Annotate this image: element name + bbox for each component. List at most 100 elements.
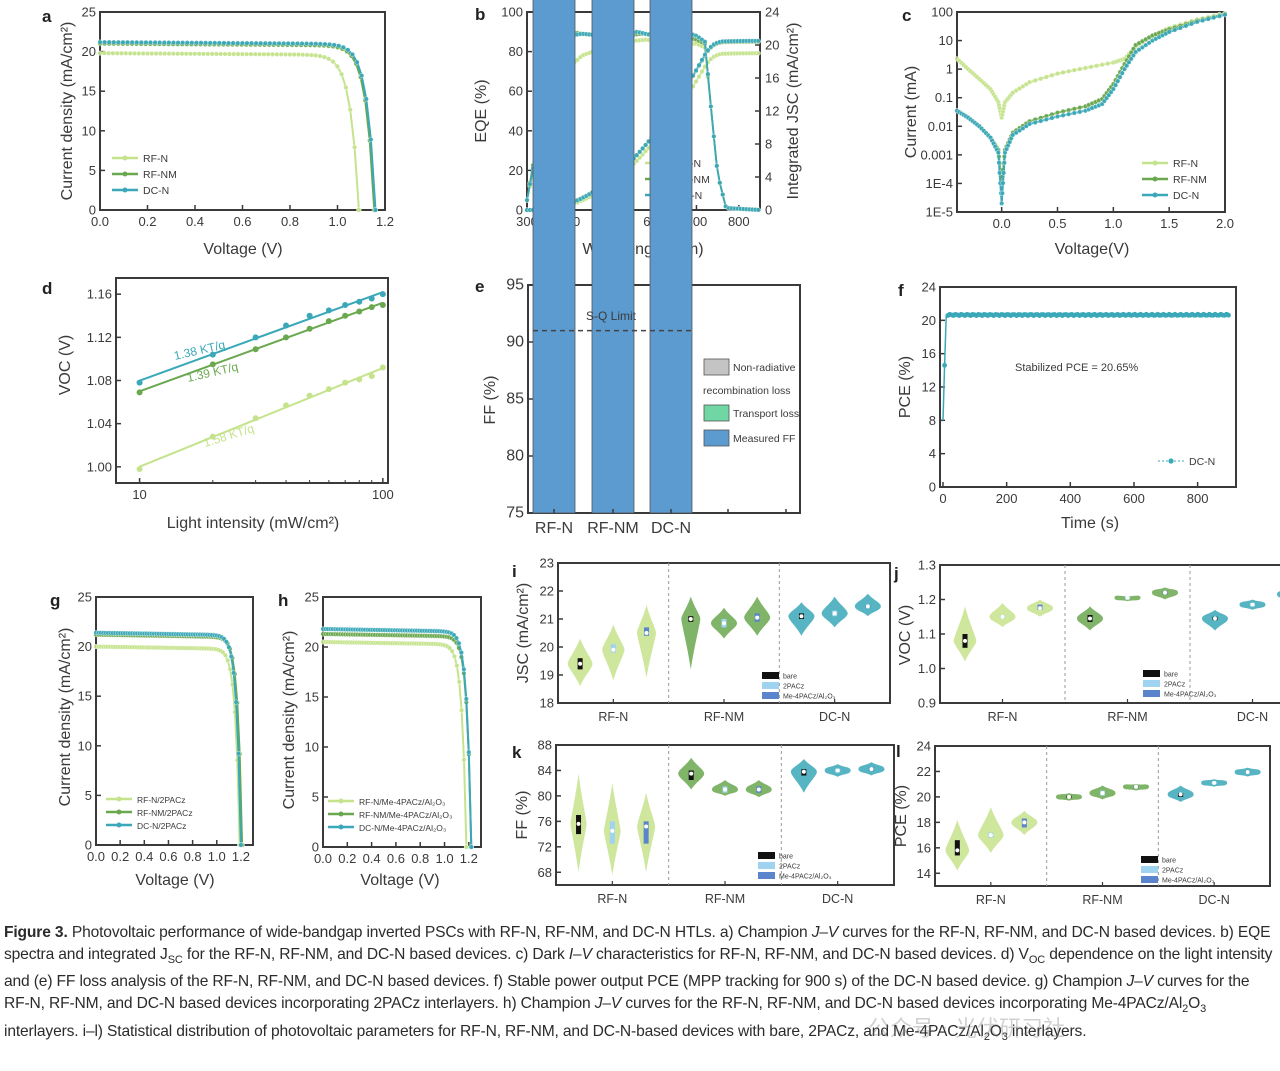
jv-point (228, 653, 234, 659)
violin-median (722, 621, 726, 626)
y-tick-label: 76 (538, 814, 552, 829)
y-tick-label: 15 (78, 689, 92, 704)
jv-point (125, 39, 131, 45)
legend-swatch (703, 358, 730, 376)
jv-point (231, 51, 237, 57)
dark-iv-point (1128, 56, 1134, 62)
jsc-point (634, 152, 640, 158)
jv-point (144, 50, 150, 56)
bar-segment-measured (649, 0, 693, 514)
fit-line-RF-NM (139, 301, 384, 393)
dark-iv-point (1027, 79, 1033, 85)
jv-point (222, 51, 228, 57)
legend-label: DC-N (1173, 190, 1199, 202)
jv-point (308, 52, 314, 58)
panel-label: j (893, 564, 899, 583)
y2-tick-label: 16 (765, 71, 779, 86)
jv-point (198, 40, 204, 46)
y-tick-label: 21 (540, 612, 554, 627)
x-tick-label: 10 (132, 487, 146, 502)
caption-segment: 3 (1001, 1030, 1008, 1043)
dark-iv-point (1077, 66, 1083, 72)
caption-segment: dependence on the light intensity and (e… (4, 945, 1273, 991)
dark-iv-point (1071, 106, 1077, 112)
y-axis-label: FF (%) (514, 791, 531, 840)
legend-swatch (1143, 670, 1160, 677)
jv-point (285, 40, 291, 46)
legend-swatch (758, 852, 775, 859)
dark-iv-point (1071, 110, 1077, 116)
y-tick-label: 10 (82, 123, 96, 138)
x-tick-label: 1.0 (208, 849, 226, 864)
y-tick-label: 16 (917, 840, 931, 855)
x-tick-label: 0.6 (159, 849, 177, 864)
jv-point (313, 52, 319, 58)
y-axis-label: Integrated JSC (mA/cm²) (785, 23, 802, 200)
jsc-point (696, 62, 702, 68)
legend-marker (122, 171, 128, 177)
dark-iv-point (999, 190, 1005, 196)
x-tick-label: 2.0 (1216, 216, 1234, 231)
jv-point (226, 51, 232, 57)
x-axis-label: Voltage (V) (203, 241, 282, 258)
dark-iv-point (1222, 12, 1228, 18)
data-point (379, 291, 386, 298)
y-tick-label: 8 (929, 413, 936, 428)
y2-tick-label: 20 (765, 38, 779, 53)
jv-point (244, 51, 250, 57)
watermark: 公众号 · 光伏研习社 (868, 1017, 1065, 1042)
jv-point (111, 39, 117, 45)
violin-median (1088, 616, 1092, 621)
jv-point (127, 50, 133, 56)
caption-segment: 2 (1182, 1003, 1189, 1015)
jsc-point (693, 79, 699, 85)
violin-median (869, 767, 874, 772)
legend-label: DC-N (1189, 456, 1215, 468)
jv-point (291, 52, 297, 58)
jv-point (461, 757, 467, 763)
x-tick-label: 1.0 (435, 851, 453, 866)
y-tick-label: 0 (929, 480, 936, 495)
data-point (356, 376, 363, 383)
y-tick-label: 1.04 (87, 416, 112, 431)
x-tick-label: 0.2 (111, 849, 129, 864)
legend-label: bare (783, 674, 797, 681)
legend-label: Measured FF (733, 433, 795, 445)
y-tick-label: 22 (540, 584, 554, 599)
violin-median (955, 848, 960, 853)
legend-label: 2PACz (783, 684, 805, 691)
caption-segment: OC (1028, 953, 1046, 966)
jv-point (230, 40, 236, 46)
legend-label: Me-4PACz/Al₂O₃ (783, 694, 836, 701)
jv-point (239, 40, 245, 46)
y-axis-label: Current (mA) (903, 66, 920, 158)
x-axis-label: Time (s) (1061, 515, 1119, 532)
violin-median (1038, 606, 1042, 611)
jv-point (140, 50, 146, 56)
x-tick-label: 1.2 (460, 851, 478, 866)
jv-point (205, 51, 211, 57)
y-axis-label: VOC (V) (897, 605, 914, 665)
jv-point (295, 52, 301, 58)
y-axis-label: JSC (mA/cm²) (515, 583, 532, 683)
x-tick-label: 1.2 (376, 214, 394, 229)
dark-iv-point (1166, 29, 1172, 35)
jv-point (308, 41, 314, 47)
y-tick-label: 1.2 (918, 592, 936, 607)
jv-point (354, 59, 360, 65)
eqe-point (524, 197, 530, 203)
dark-iv-point (1094, 63, 1100, 69)
jv-point (326, 56, 332, 62)
y-tick-label: 1.00 (87, 459, 112, 474)
y-tick-label: 80 (506, 448, 524, 465)
data-point (368, 295, 375, 302)
x-tick-label: 0.0 (993, 216, 1011, 231)
x-category-label: RF-NM (705, 892, 745, 906)
violin-median (988, 833, 993, 838)
data-point (306, 392, 313, 399)
y-tick-label: 20 (78, 639, 92, 654)
violin-median (576, 821, 581, 826)
legend-swatch (762, 682, 779, 689)
dark-iv-point (1038, 118, 1044, 124)
jsc-point (643, 142, 649, 148)
